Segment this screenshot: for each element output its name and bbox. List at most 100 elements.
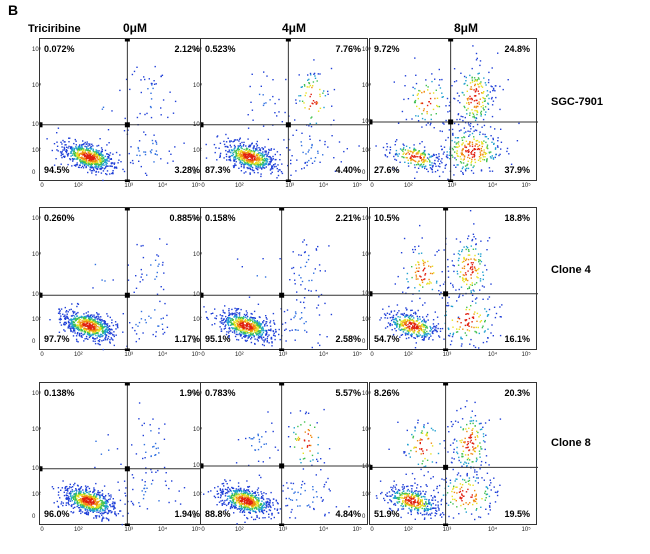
event-point [237,333,239,336]
event-point [423,278,425,281]
event-point [87,157,90,159]
event-point [285,328,287,330]
event-point [428,153,430,156]
event-point [456,137,459,139]
event-point [411,328,413,331]
event-point [484,133,486,136]
event-point [218,147,220,149]
event-point [423,318,425,320]
event-point [72,321,75,324]
event-point [101,279,103,281]
event-point [232,165,235,167]
event-point [403,312,405,315]
event-point [256,162,259,164]
event-point [469,82,472,84]
event-point [432,164,434,167]
event-point [475,270,477,272]
event-point [458,145,460,147]
event-point [114,166,116,168]
event-point [453,270,455,273]
event-point [257,162,259,165]
event-point [234,139,237,141]
event-point [115,514,117,517]
event-point [97,171,100,173]
event-point [132,502,134,505]
event-point [293,316,295,319]
event-point [242,153,244,156]
event-point [262,329,265,332]
event-point [418,152,420,154]
event-point [450,305,453,307]
event-point [74,332,76,334]
event-point [156,254,158,256]
event-point [100,321,102,323]
event-point [426,330,428,333]
event-point [255,329,258,331]
event-point [447,304,450,307]
event-point [485,147,488,149]
event-point [470,274,472,276]
event-point [432,339,434,341]
event-point [245,332,247,334]
event-point [67,499,70,501]
event-point [257,159,259,162]
event-point [278,328,280,331]
event-point [228,159,231,161]
event-point [117,326,119,329]
event-point [257,340,259,342]
event-point [480,110,483,113]
event-point [430,327,432,329]
event-point [473,130,475,132]
event-point [484,153,486,155]
quadrant-ur-value: 24.8% [504,44,530,54]
event-point [82,163,84,165]
event-point [434,311,436,313]
event-point [65,144,67,146]
event-point [81,157,83,159]
event-point [83,333,86,335]
event-point [473,345,475,347]
event-point [75,164,77,166]
event-point [423,268,425,271]
event-point [492,335,494,337]
event-point [438,175,441,178]
event-point [270,148,273,150]
event-point [434,97,436,100]
event-point [252,332,254,335]
event-point [86,494,88,497]
event-point [55,158,57,160]
event-point [96,149,98,152]
event-point [155,141,158,144]
event-point [489,156,492,158]
event-point [83,503,85,505]
event-point [302,151,304,154]
event-point [462,154,464,156]
event-point [67,311,69,313]
event-point [470,326,473,328]
event-point [467,270,469,272]
event-point [150,152,152,154]
event-point [251,143,253,145]
event-point [469,141,471,144]
event-point [230,319,232,321]
event-point [430,266,432,268]
event-point [466,164,468,167]
event-point [319,93,321,96]
event-point [451,305,454,308]
event-point [384,317,386,319]
event-point [243,157,246,159]
event-point [255,332,257,334]
event-point [407,333,409,335]
event-point [389,324,391,327]
event-point [411,154,413,157]
event-point [80,487,82,489]
event-point [451,139,453,142]
event-point [252,149,255,151]
event-point [101,330,103,333]
event-point [414,100,416,103]
event-point [248,334,250,336]
event-point [104,339,106,341]
event-point [91,495,94,498]
event-point [466,90,468,92]
event-point [438,158,440,160]
